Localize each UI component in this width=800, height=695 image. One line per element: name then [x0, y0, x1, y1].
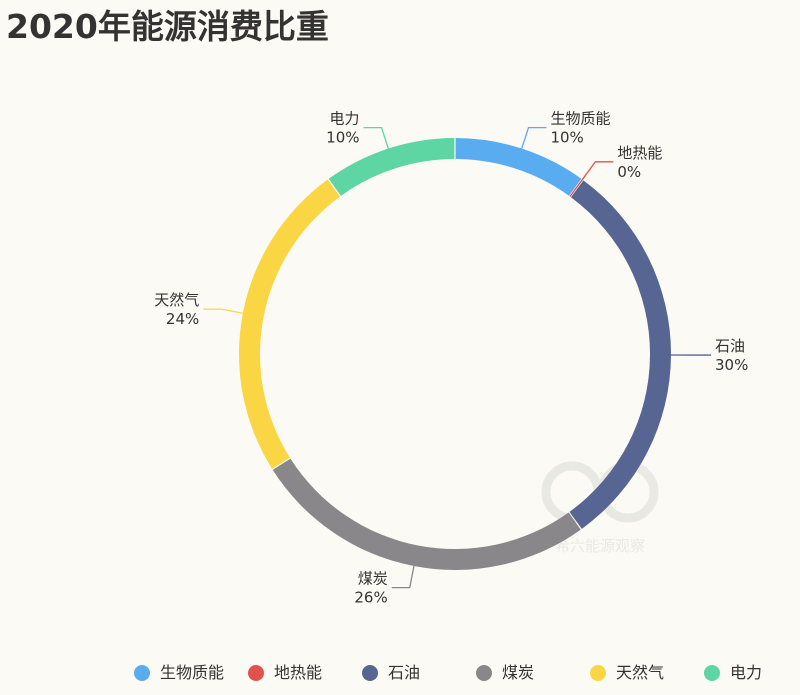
- slice-6-category-label: 电力: [330, 110, 360, 128]
- slice-4-category-label: 煤炭: [358, 570, 388, 588]
- legend-6-label[interactable]: 电力: [730, 663, 762, 682]
- watermark-text: 希六能源观察: [555, 537, 645, 555]
- slice-1-leader: [521, 126, 547, 149]
- slice-1-arc: [455, 138, 582, 196]
- slice-2-leader: [581, 161, 614, 180]
- slice-6-arc: [328, 138, 455, 196]
- slice-2-category-label: 地热能: [617, 144, 662, 162]
- slice-4-leader: [391, 565, 415, 589]
- legend-2-swatch[interactable]: [248, 665, 264, 681]
- slice-4-arc: [272, 458, 581, 570]
- slice-4-value-label: 26%: [354, 589, 387, 607]
- legend-3-swatch[interactable]: [362, 665, 378, 681]
- slice-2-value-label: 0%: [617, 163, 641, 181]
- legend-1-swatch[interactable]: [134, 665, 150, 681]
- legend-4-swatch[interactable]: [476, 665, 492, 681]
- chart-title: 2020年能源消费比重: [6, 7, 329, 46]
- slice-5-leader: [203, 308, 244, 314]
- slice-1-value-label: 10%: [550, 129, 583, 147]
- legend-3-label[interactable]: 石油: [388, 663, 420, 682]
- slice-5-arc: [239, 179, 341, 469]
- legend-4-label[interactable]: 煤炭: [502, 663, 534, 682]
- slice-5-category-label: 天然气: [154, 291, 199, 309]
- slice-3-category-label: 石油: [715, 337, 745, 355]
- legend-1-label[interactable]: 生物质能: [160, 663, 224, 682]
- legend-6-swatch[interactable]: [704, 665, 720, 681]
- slice-2-arc: [569, 179, 583, 197]
- slice-3-arc: [569, 180, 671, 529]
- slice-1-category-label: 生物质能: [550, 110, 610, 128]
- legend-2-label[interactable]: 地热能: [274, 663, 322, 682]
- legend-5-label[interactable]: 天然气: [616, 663, 664, 682]
- slice-6-value-label: 10%: [326, 129, 359, 147]
- legend-5-swatch[interactable]: [590, 665, 606, 681]
- slice-5-value-label: 24%: [166, 310, 199, 328]
- slice-3-value-label: 30%: [715, 356, 748, 374]
- slice-6-leader: [363, 126, 389, 149]
